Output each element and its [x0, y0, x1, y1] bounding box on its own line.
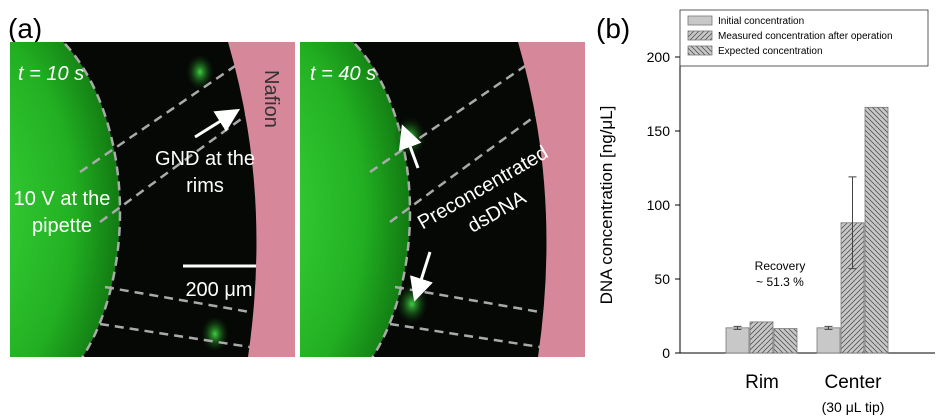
bar	[865, 107, 888, 353]
legend-swatch	[688, 31, 712, 40]
y-tick-label: 0	[662, 345, 670, 361]
y-axis-label: DNA concentration [ng/μL]	[597, 106, 616, 305]
time-label: t = 40 s	[310, 63, 376, 85]
annotation: Recovery	[755, 259, 806, 273]
y-tick-label: 150	[647, 123, 671, 139]
bar	[726, 328, 749, 353]
legend-label: Measured concentration after operation	[718, 31, 893, 42]
bar	[750, 322, 773, 353]
x-tick-sublabel: (30 μL tip)	[822, 399, 885, 415]
legend-swatch	[688, 16, 712, 25]
legend-label: Initial concentration	[718, 16, 804, 27]
figure: (a) t = 10 s N	[0, 0, 937, 420]
pipette-label: pipette	[32, 215, 92, 237]
time-label: t = 10 s	[18, 63, 84, 85]
legend-label: Expected concentration	[718, 46, 823, 57]
annotation: ~ 51.3 %	[756, 275, 804, 289]
bar	[817, 328, 840, 353]
rims-label: rims	[186, 175, 224, 197]
x-tick-label: Rim	[745, 372, 779, 393]
panel-label: (b)	[596, 13, 630, 44]
bar	[774, 329, 797, 353]
y-tick-label: 200	[647, 49, 671, 65]
rims-label: GND at the	[155, 148, 255, 170]
y-tick-label: 100	[647, 197, 671, 213]
panel-label: (a)	[8, 13, 42, 44]
legend-swatch	[688, 46, 712, 55]
y-tick-label: 50	[654, 271, 670, 287]
scale-label: 200 μm	[185, 279, 252, 301]
nafion-label: Nafion	[260, 70, 282, 128]
pipette-label: 10 V at the	[14, 188, 111, 210]
x-tick-label: Center	[824, 372, 882, 393]
